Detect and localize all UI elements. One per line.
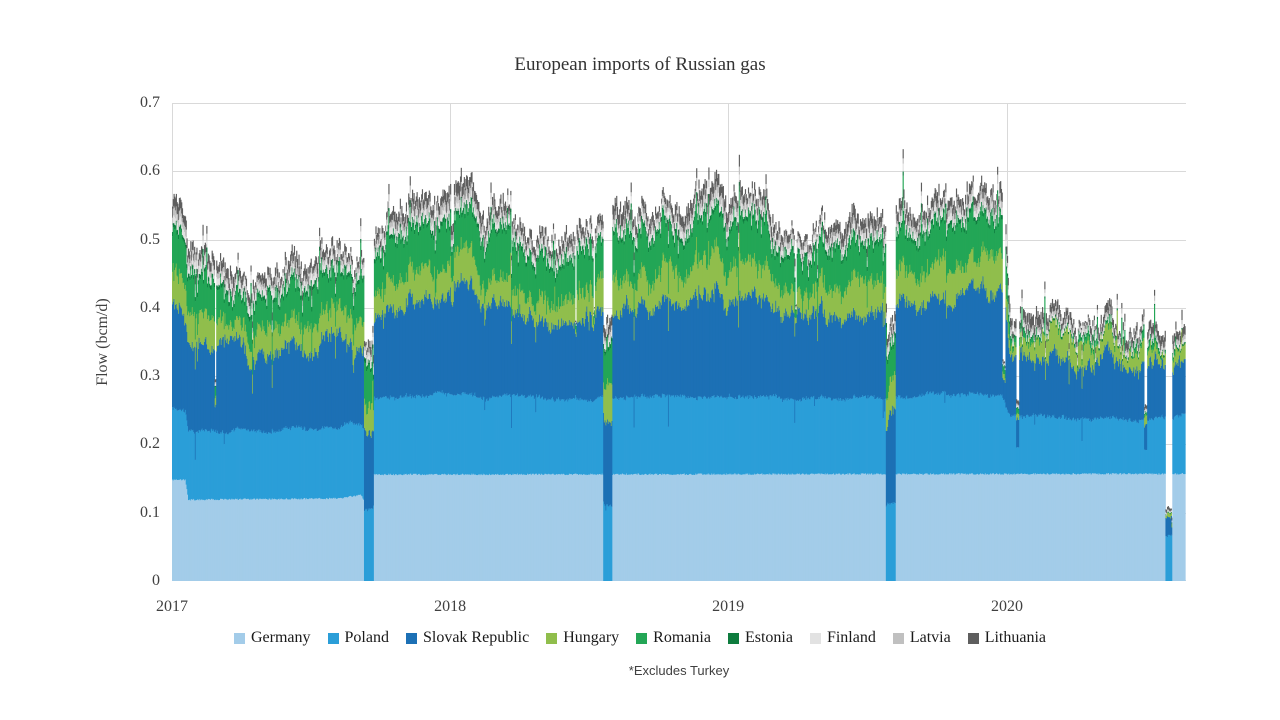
legend-item-latvia: Latvia — [892, 629, 951, 647]
y-axis-tick-label: 0.3 — [140, 367, 160, 385]
legend-swatch — [892, 632, 904, 644]
legend-item-lithuania: Lithuania — [967, 629, 1047, 647]
legend-item-romania: Romania — [636, 629, 711, 647]
legend-label: Germany — [250, 629, 311, 646]
legend: Germany Poland Slovak Republic Hungary Roman… — [0, 629, 1280, 647]
y-axis-tick-label: 0.4 — [140, 298, 160, 316]
y-axis-tick-label: 0.5 — [140, 230, 160, 248]
chart-plot-canvas — [172, 103, 1186, 581]
legend-swatch — [727, 632, 739, 644]
legend-swatch — [967, 632, 979, 644]
legend-label: Lithuania — [984, 629, 1047, 646]
legend-label: Slovak Republic — [422, 629, 530, 646]
footnote: *Excludes Turkey — [628, 663, 730, 678]
legend-label: Estonia — [744, 629, 793, 646]
legend-item-poland: Poland — [327, 629, 389, 647]
legend-swatch — [546, 632, 558, 644]
x-axis-tick-label: 2017 — [156, 598, 188, 615]
legend-swatch — [636, 632, 648, 644]
y-axis-tick-label: 0.6 — [140, 162, 160, 180]
legend-item-hungary: Hungary — [546, 629, 619, 647]
y-axis-tick-label: 0 — [152, 572, 160, 589]
legend-item-germany: Germany — [233, 629, 311, 647]
legend-item-estonia: Estonia — [727, 629, 793, 647]
y-axis-tick-label: 0.2 — [140, 435, 160, 453]
legend-swatch — [327, 632, 339, 644]
legend-label: Finland — [826, 629, 876, 646]
legend-swatch — [809, 632, 821, 644]
legend-swatch — [233, 632, 245, 644]
legend-swatch — [405, 632, 417, 644]
legend-label: Latvia — [909, 629, 951, 646]
legend-label: Hungary — [563, 629, 620, 646]
x-axis-tick-label: 2020 — [990, 598, 1023, 615]
legend-item-finland: Finland — [809, 629, 876, 647]
x-axis-tick-label: 2018 — [434, 598, 467, 615]
legend-label: Romania — [653, 629, 711, 646]
legend-label: Poland — [344, 629, 389, 646]
y-axis-title: Flow (bcm/d) — [94, 298, 111, 386]
y-axis-tick-label: 0.7 — [140, 94, 160, 111]
x-axis-tick-label: 2019 — [712, 598, 745, 615]
legend-item-slovak-republic: Slovak Republic — [405, 629, 530, 647]
chart-title: European imports of Russian gas — [514, 54, 766, 75]
y-axis-tick-label: 0.1 — [140, 503, 160, 521]
